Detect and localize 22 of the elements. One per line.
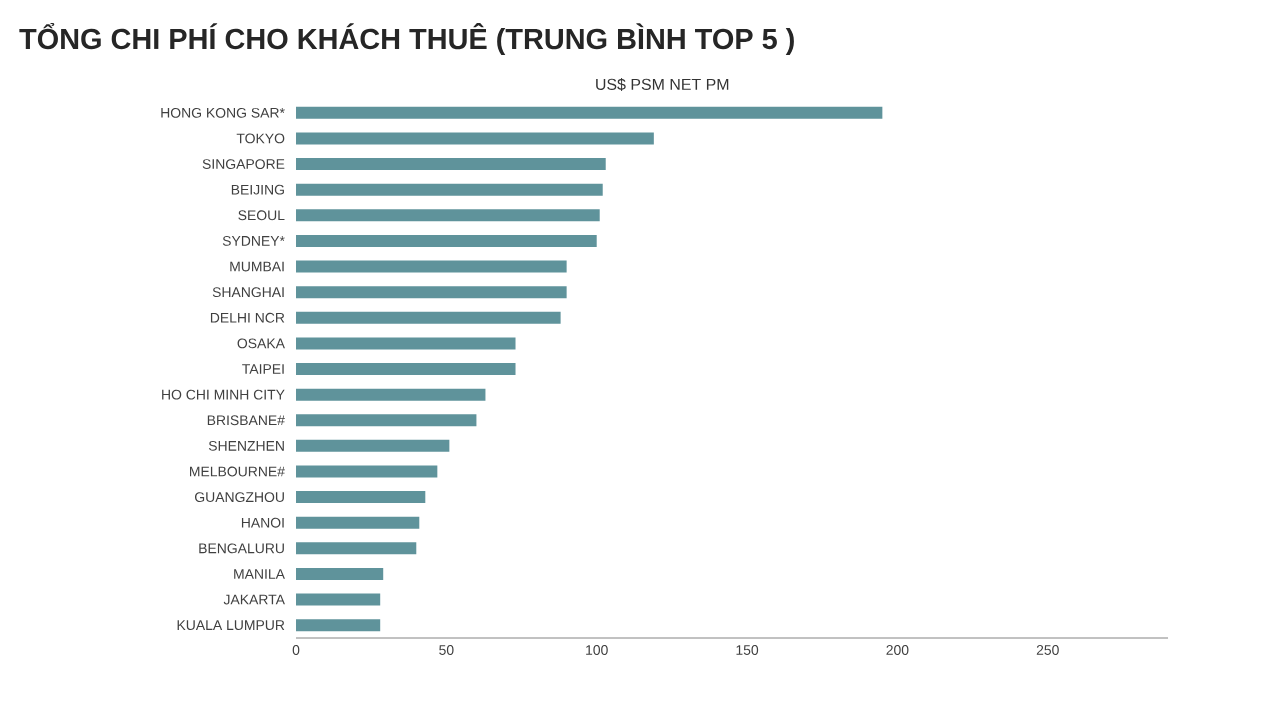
bar xyxy=(296,234,597,247)
bar xyxy=(296,619,381,632)
bar xyxy=(296,516,420,529)
chart-title: TỔNG CHI PHÍ CHO KHÁCH THUÊ (TRUNG BÌNH TOP 5 ) xyxy=(19,23,794,55)
bar xyxy=(296,311,561,324)
bar xyxy=(296,593,381,606)
bar xyxy=(296,363,516,376)
bar xyxy=(296,439,450,452)
bar xyxy=(296,132,654,145)
bar xyxy=(296,414,477,427)
bar xyxy=(296,388,486,401)
bar xyxy=(296,542,417,555)
bar xyxy=(296,260,567,273)
bar xyxy=(296,158,606,171)
bar xyxy=(296,209,600,222)
bar xyxy=(296,106,883,119)
bar xyxy=(296,567,384,580)
bar xyxy=(296,337,516,350)
bar xyxy=(296,183,603,196)
bar xyxy=(296,465,438,478)
bar xyxy=(296,491,426,504)
bar xyxy=(296,286,567,299)
